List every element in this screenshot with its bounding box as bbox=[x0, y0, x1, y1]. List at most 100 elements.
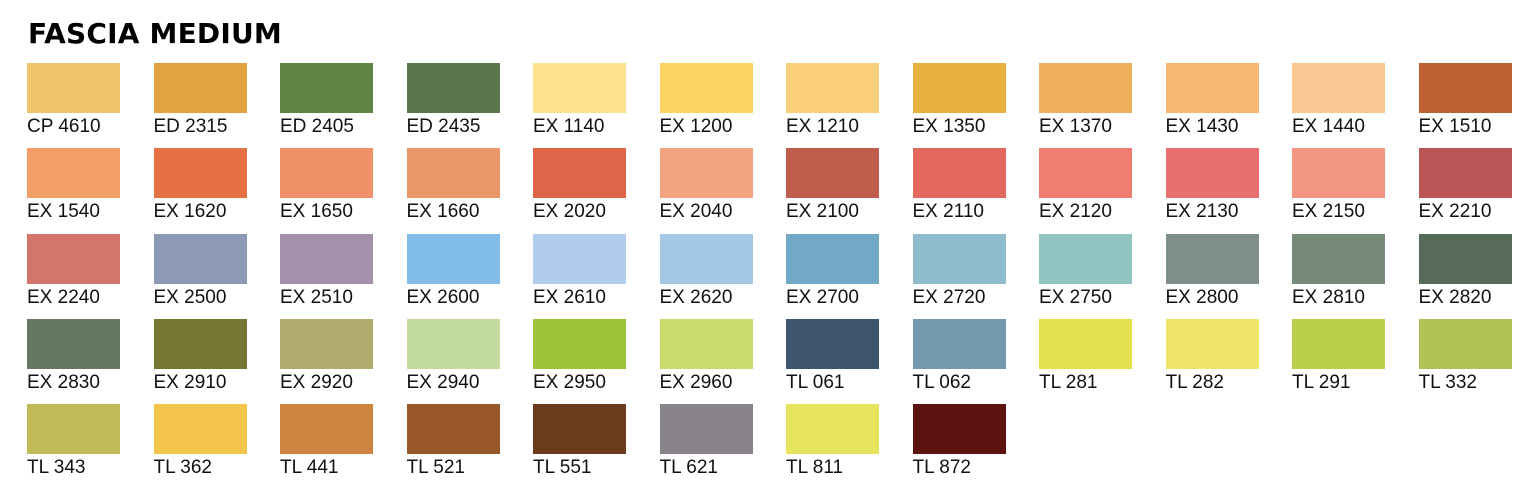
color-code-label: EX 2820 bbox=[1418, 286, 1492, 308]
color-code-label: TL 521 bbox=[406, 457, 465, 479]
color-chip bbox=[912, 318, 1006, 369]
color-swatch: TL 441 bbox=[280, 404, 373, 489]
color-swatch: TL 062 bbox=[912, 318, 1006, 404]
color-swatch: EX 2100 bbox=[786, 148, 879, 233]
color-code-label: EX 2100 bbox=[786, 201, 859, 223]
color-code-label: TL 062 bbox=[912, 371, 971, 393]
color-swatch: EX 1510 bbox=[1418, 63, 1512, 148]
color-code-label: EX 1540 bbox=[27, 201, 100, 223]
color-swatch: TL 551 bbox=[533, 404, 626, 489]
color-swatch: ED 2315 bbox=[153, 63, 247, 148]
color-code-label: TL 811 bbox=[786, 457, 844, 479]
color-chip bbox=[1165, 233, 1259, 284]
color-chip bbox=[153, 404, 247, 455]
color-chip bbox=[280, 233, 373, 284]
color-swatch: EX 2820 bbox=[1418, 233, 1512, 319]
color-chip bbox=[912, 148, 1006, 199]
color-swatch: EX 1370 bbox=[1039, 63, 1132, 148]
color-swatch: TL 282 bbox=[1165, 318, 1259, 404]
color-chip bbox=[1292, 148, 1385, 199]
color-code-label: TL 872 bbox=[912, 457, 971, 479]
color-swatch: EX 1430 bbox=[1165, 63, 1259, 148]
color-chip bbox=[786, 404, 879, 455]
color-chip bbox=[1418, 233, 1512, 284]
color-swatch: TL 362 bbox=[153, 404, 247, 489]
color-swatch: EX 2040 bbox=[659, 148, 753, 233]
color-code-label: ED 2405 bbox=[280, 116, 354, 137]
color-chip bbox=[659, 404, 753, 455]
color-chip bbox=[27, 318, 120, 369]
color-code-label: EX 2920 bbox=[280, 371, 353, 393]
color-swatch: TL 872 bbox=[912, 404, 1006, 489]
color-swatch: TL 343 bbox=[27, 404, 120, 489]
color-swatch: EX 2240 bbox=[27, 233, 120, 319]
color-code-label: EX 1620 bbox=[153, 201, 227, 223]
color-swatch: TL 061 bbox=[786, 318, 879, 404]
color-swatch: EX 2920 bbox=[280, 318, 373, 404]
color-chip bbox=[406, 63, 500, 113]
color-chip bbox=[1165, 148, 1259, 199]
color-chip bbox=[1039, 318, 1132, 369]
color-chip bbox=[659, 233, 753, 284]
color-swatch: EX 1660 bbox=[406, 148, 500, 233]
color-chip bbox=[27, 233, 120, 284]
color-swatch: EX 2750 bbox=[1039, 233, 1132, 319]
color-chip bbox=[1039, 233, 1132, 284]
color-swatch: EX 2610 bbox=[533, 233, 626, 319]
color-code-label: EX 1200 bbox=[659, 116, 733, 137]
color-code-label: TL 441 bbox=[280, 457, 339, 479]
color-chip bbox=[280, 148, 373, 199]
color-chip bbox=[153, 318, 247, 369]
color-swatch: TL 291 bbox=[1292, 318, 1385, 404]
color-swatch: EX 2510 bbox=[280, 233, 373, 319]
color-chip bbox=[1292, 318, 1385, 369]
color-swatch: EX 2020 bbox=[533, 148, 626, 233]
color-code-label: EX 2810 bbox=[1292, 286, 1365, 308]
color-code-label: EX 2720 bbox=[912, 286, 986, 308]
color-code-label: EX 1210 bbox=[786, 116, 859, 137]
color-chip bbox=[786, 318, 879, 369]
color-chip bbox=[280, 404, 373, 455]
color-chip bbox=[912, 404, 1006, 455]
color-chip bbox=[27, 404, 120, 455]
color-code-label: EX 2120 bbox=[1039, 201, 1112, 223]
color-swatch: EX 1210 bbox=[786, 63, 879, 148]
color-code-label: EX 2020 bbox=[533, 201, 606, 223]
color-code-label: EX 1510 bbox=[1418, 116, 1492, 137]
color-code-label: EX 2500 bbox=[153, 286, 227, 308]
color-chip bbox=[153, 63, 247, 113]
color-chip bbox=[280, 63, 373, 113]
color-code-label: EX 2040 bbox=[659, 201, 733, 223]
color-swatch: TL 281 bbox=[1039, 318, 1132, 404]
color-swatch: EX 2830 bbox=[27, 318, 120, 404]
color-code-label: TL 343 bbox=[27, 457, 86, 479]
color-chip bbox=[533, 63, 626, 113]
color-code-label: EX 2210 bbox=[1418, 201, 1492, 223]
color-code-label: EX 2600 bbox=[406, 286, 480, 308]
color-swatch: EX 2940 bbox=[406, 318, 500, 404]
color-code-label: TL 282 bbox=[1165, 371, 1224, 393]
color-swatch: TL 521 bbox=[406, 404, 500, 489]
color-swatch: CP 4610 bbox=[27, 63, 120, 148]
color-code-label: EX 2960 bbox=[659, 371, 733, 393]
color-code-label: EX 1650 bbox=[280, 201, 353, 223]
color-code-label: EX 1350 bbox=[912, 116, 986, 137]
color-swatch: EX 2120 bbox=[1039, 148, 1132, 233]
color-chip bbox=[786, 233, 879, 284]
color-swatch: EX 2700 bbox=[786, 233, 879, 319]
color-code-label: EX 2800 bbox=[1165, 286, 1239, 308]
color-chip bbox=[659, 63, 753, 113]
color-chip bbox=[406, 233, 500, 284]
color-swatch: EX 1140 bbox=[533, 63, 626, 148]
color-swatch: EX 2950 bbox=[533, 318, 626, 404]
color-swatch: EX 2210 bbox=[1418, 148, 1512, 233]
color-chip bbox=[786, 63, 879, 113]
color-chip bbox=[786, 148, 879, 199]
color-chip bbox=[1418, 318, 1512, 369]
page-title: FASCIA MEDIUM bbox=[28, 17, 282, 50]
color-code-label: TL 281 bbox=[1039, 371, 1098, 393]
color-swatch: EX 2600 bbox=[406, 233, 500, 319]
color-swatch: ED 2405 bbox=[280, 63, 373, 148]
color-swatch: TL 621 bbox=[659, 404, 753, 489]
color-code-label: ED 2315 bbox=[153, 116, 228, 137]
